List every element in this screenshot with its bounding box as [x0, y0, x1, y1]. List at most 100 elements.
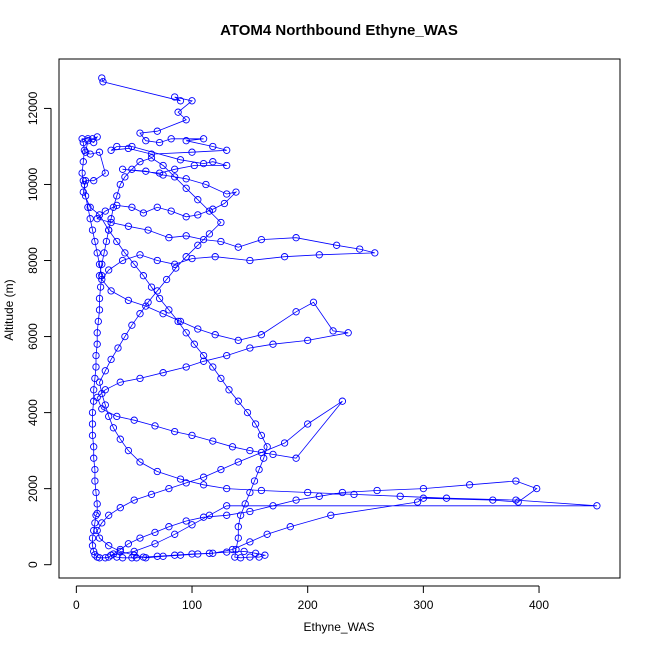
- data-point: [105, 542, 113, 550]
- data-point: [88, 135, 97, 143]
- x-tick-label: 400: [529, 598, 549, 612]
- data-point: [182, 137, 190, 145]
- data-point: [128, 203, 136, 211]
- data-point: [199, 135, 208, 143]
- data-point: [234, 534, 242, 542]
- data-point: [286, 523, 294, 531]
- data-point: [338, 488, 347, 497]
- data-point: [171, 530, 179, 538]
- data-point: [105, 412, 113, 421]
- data-point: [92, 363, 100, 371]
- data-point: [246, 553, 254, 561]
- data-point: [90, 397, 98, 405]
- data-point: [118, 165, 127, 173]
- data-point: [165, 234, 173, 242]
- x-tick-label: 200: [298, 598, 318, 612]
- data-point: [220, 199, 229, 208]
- data-point: [93, 329, 101, 337]
- data-point: [155, 169, 164, 177]
- x-axis-label: Ethyne_WAS: [304, 620, 375, 634]
- data-point: [182, 329, 190, 337]
- data-point: [153, 287, 161, 295]
- data-point: [257, 235, 266, 244]
- data-point: [514, 498, 522, 506]
- data-point: [94, 317, 102, 326]
- data-point: [90, 526, 98, 535]
- data-point: [182, 517, 190, 525]
- data-point: [194, 325, 202, 333]
- data-point: [116, 435, 124, 443]
- data-point: [91, 374, 99, 383]
- data-point: [225, 386, 233, 394]
- data-point: [79, 158, 87, 166]
- data-point: [95, 306, 104, 314]
- data-point: [136, 374, 144, 383]
- data-point: [228, 443, 237, 451]
- data-point: [113, 142, 121, 151]
- data-point: [246, 256, 254, 265]
- data-point: [88, 534, 97, 542]
- data-point: [124, 446, 133, 455]
- data-point: [205, 511, 214, 519]
- data-point: [84, 137, 92, 145]
- data-point: [209, 158, 217, 166]
- data-point: [223, 161, 231, 170]
- data-point: [260, 454, 268, 462]
- data-point: [86, 215, 94, 223]
- y-tick-label: 0: [26, 561, 40, 568]
- data-point: [88, 226, 97, 234]
- data-point: [280, 253, 289, 261]
- data-point: [151, 540, 159, 548]
- data-point: [91, 465, 99, 474]
- data-point: [116, 504, 124, 512]
- data-point: [194, 241, 202, 249]
- data-point: [489, 496, 497, 504]
- data-point: [91, 477, 99, 485]
- data-point: [142, 137, 150, 145]
- data-point: [144, 226, 152, 234]
- data-point: [246, 507, 254, 516]
- data-point: [95, 148, 104, 156]
- data-point: [182, 116, 190, 124]
- data-point: [209, 549, 217, 557]
- data-point: [100, 249, 108, 257]
- data-point: [136, 158, 144, 166]
- data-point: [107, 146, 115, 154]
- data-point: [182, 479, 190, 487]
- data-point: [142, 167, 150, 175]
- data-point: [205, 230, 214, 238]
- y-tick-label: 6000: [26, 323, 40, 350]
- data-point: [280, 439, 289, 447]
- data-point: [171, 165, 179, 173]
- data-point: [91, 237, 99, 246]
- data-point: [92, 351, 100, 360]
- data-point: [199, 481, 208, 489]
- data-point: [93, 340, 101, 348]
- data-point: [188, 148, 196, 156]
- data-point: [79, 188, 87, 196]
- data-point: [155, 138, 164, 147]
- data-point: [228, 545, 237, 554]
- data-point: [234, 336, 242, 345]
- data-point: [128, 554, 136, 562]
- data-point: [217, 218, 225, 227]
- data-point: [80, 180, 89, 189]
- data-point: [78, 169, 86, 177]
- data-point: [174, 317, 182, 326]
- data-point: [234, 243, 242, 251]
- data-point: [292, 496, 300, 504]
- data-point: [263, 530, 271, 538]
- data-point: [81, 177, 90, 185]
- data-point: [171, 173, 179, 181]
- data-point: [188, 431, 196, 440]
- data-point: [118, 256, 127, 265]
- data-point: [84, 135, 92, 143]
- data-point: [116, 545, 124, 554]
- data-point: [292, 234, 300, 242]
- data-point: [315, 492, 323, 500]
- data-point: [176, 551, 185, 559]
- data-point: [396, 492, 404, 500]
- data-point: [136, 534, 144, 542]
- data-point: [261, 551, 269, 559]
- data-point: [95, 272, 104, 280]
